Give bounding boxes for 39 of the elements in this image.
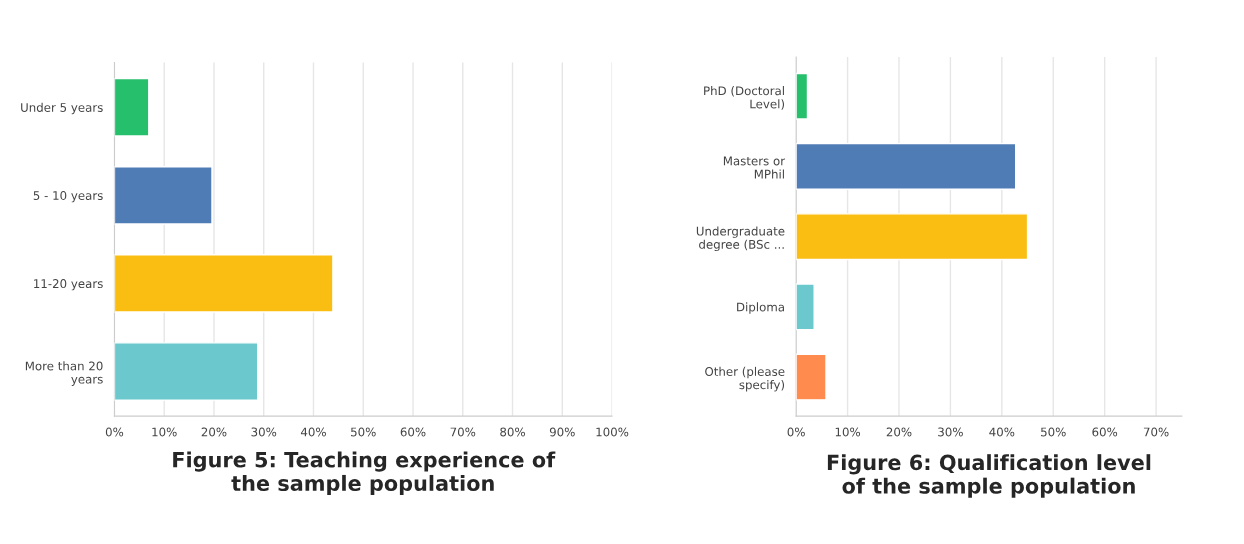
bar [796, 283, 815, 331]
x-tick-label: 90% [549, 427, 575, 437]
x-tick-label: 30% [251, 427, 277, 437]
x-tick-label: 100% [596, 427, 629, 437]
text: Figure 5: Teaching experience of the sample population [173, 451, 556, 496]
y-tick-label: Undergraduate degree (BSc ... [696, 226, 785, 252]
x-tick-label: 40% [989, 427, 1015, 437]
bar [114, 342, 259, 401]
x-tick-label: 0% [787, 427, 805, 437]
bar [796, 213, 1029, 261]
text: Figure 6: Qualification level of the sample population [827, 454, 1151, 498]
bar [796, 72, 809, 120]
x-tick-label: 70% [450, 427, 476, 437]
x-tick-label: 30% [938, 427, 963, 437]
y-tick-label: More than 20 years [25, 361, 103, 386]
x-tick-label: 80% [500, 427, 525, 437]
y-tick-label: Other (please specify) [705, 366, 785, 392]
bar [114, 166, 213, 225]
bar [114, 77, 150, 137]
y-tick-label: Diploma [737, 302, 784, 314]
bar [796, 142, 1017, 190]
x-tick-label: 10% [835, 427, 861, 437]
x-tick-label: 50% [1041, 427, 1066, 437]
bar [114, 254, 334, 313]
y-tick-label: PhD (Doctoral Level) [704, 86, 785, 110]
x-tick-label: 50% [351, 427, 376, 437]
x-tick-label: 60% [400, 427, 426, 437]
y-tick-label: 5 - 10 years [33, 191, 103, 203]
x-tick-label: 20% [886, 427, 912, 437]
bar [796, 353, 827, 401]
x-tick-label: 10% [152, 427, 177, 437]
x-tick-label: 60% [1092, 427, 1118, 437]
y-tick-label: Under 5 years [21, 102, 103, 115]
x-tick-label: 0% [105, 427, 124, 437]
x-tick-label: 20% [201, 427, 227, 437]
x-tick-label: 40% [300, 427, 326, 437]
x-tick-label: 70% [1143, 427, 1169, 437]
y-tick-label: 11-20 years [34, 279, 103, 291]
y-tick-label: Masters or MPhil [723, 156, 786, 179]
